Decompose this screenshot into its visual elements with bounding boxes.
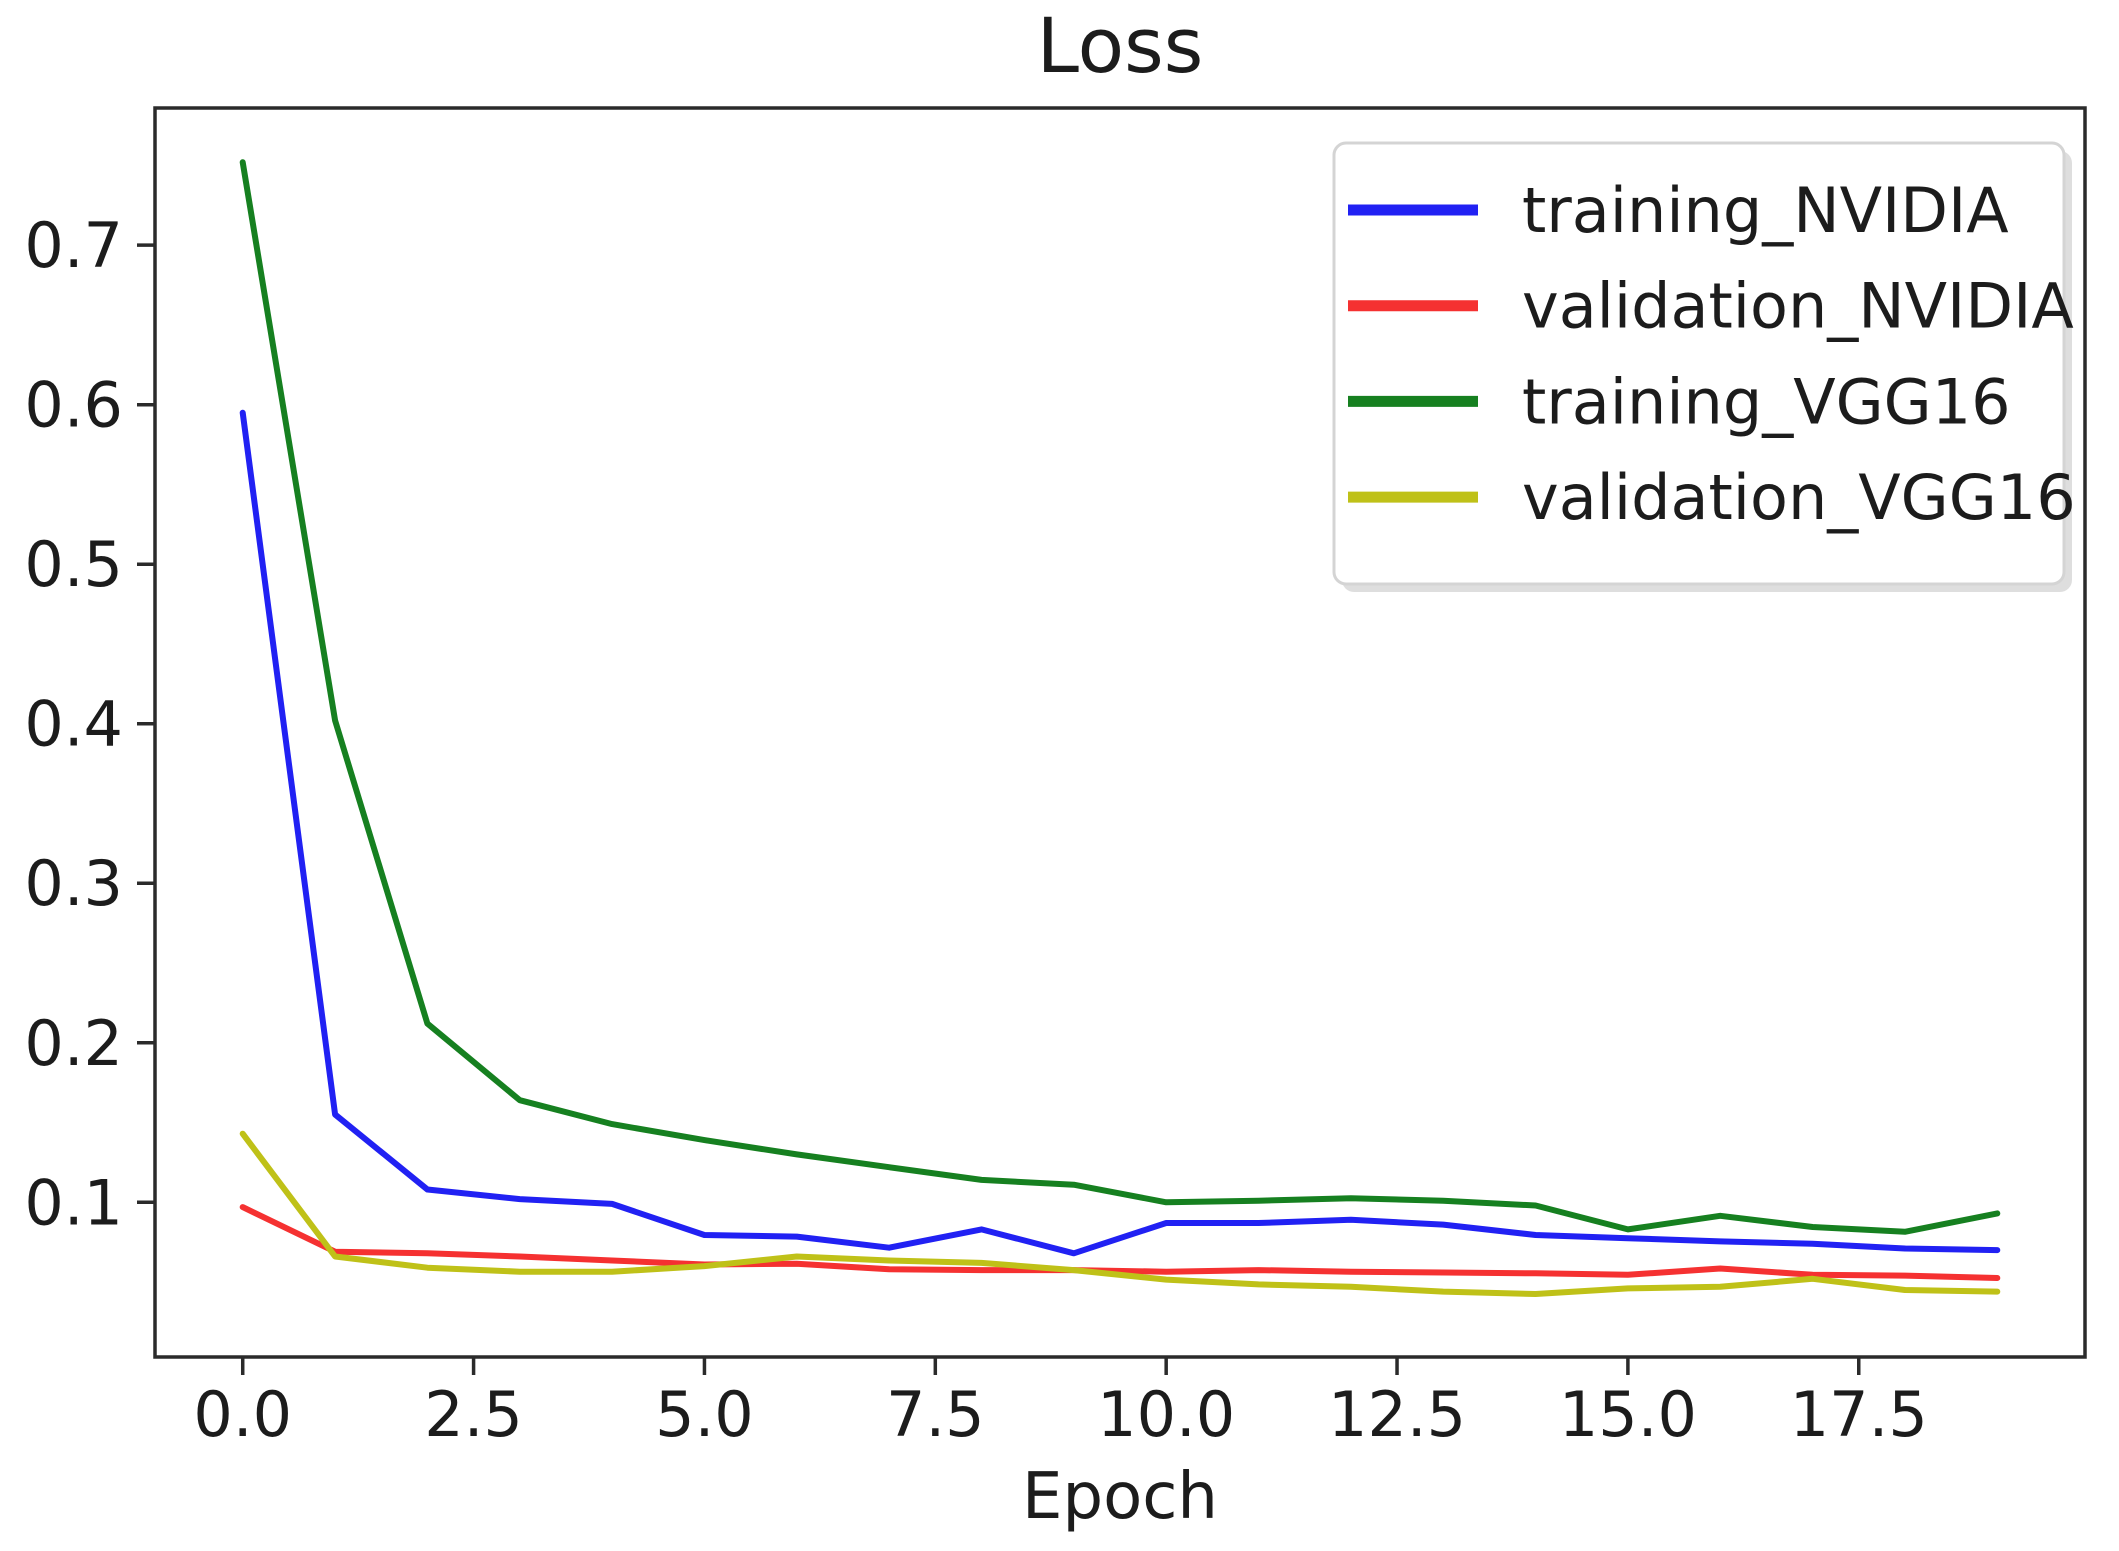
y-tick-label: 0.3 [24, 847, 123, 920]
legend-item-training_NVIDIA: training_NVIDIA [1348, 174, 2009, 247]
series-line-validation_VGG16 [239, 1130, 2001, 1297]
y-tick-label: 0.4 [24, 688, 123, 761]
legend: training_NVIDIA validation_NVIDIA training… [1332, 141, 2076, 592]
x-tick-label: 10.0 [1097, 1378, 1235, 1451]
series-line-training_VGG16 [239, 159, 2001, 1235]
x-tick-label: 2.5 [424, 1378, 523, 1451]
legend-item-validation_NVIDIA: validation_NVIDIA [1348, 270, 2074, 343]
chart-title: Loss [1037, 1, 1204, 90]
y-axis: 0.1 0.2 0.3 0.4 0.5 0.6 0.7 [24, 209, 155, 1239]
x-tick-label: 7.5 [886, 1378, 985, 1451]
x-axis: 0.0 2.5 5.0 7.5 10.0 12.5 15.0 17.5 [193, 1357, 1928, 1451]
legend-label-training_VGG16: training_VGG16 [1522, 365, 2011, 438]
series-line-training_NVIDIA [239, 409, 2001, 1257]
y-tick-label: 0.1 [24, 1166, 123, 1239]
legend-label-training_NVIDIA: training_NVIDIA [1522, 174, 2009, 247]
legend-label-validation_VGG16: validation_VGG16 [1522, 461, 2076, 534]
plot-border [153, 106, 2087, 1359]
y-tick-label: 0.6 [24, 369, 123, 442]
x-tick-label: 17.5 [1790, 1378, 1928, 1451]
legend-item-validation_VGG16: validation_VGG16 [1348, 461, 2076, 534]
x-tick-label: 15.0 [1559, 1378, 1697, 1451]
x-axis-label: Epoch [1022, 1460, 1218, 1534]
y-tick-label: 0.2 [24, 1007, 123, 1080]
legend-label-validation_NVIDIA: validation_NVIDIA [1522, 270, 2074, 343]
y-tick-label: 0.5 [24, 528, 123, 601]
y-tick-label: 0.7 [24, 209, 123, 282]
legend-box [1332, 141, 2066, 586]
x-tick-label: 12.5 [1328, 1378, 1466, 1451]
x-tick-label: 5.0 [655, 1378, 754, 1451]
axes-frame [153, 106, 2087, 1359]
x-tick-label: 0.0 [193, 1378, 292, 1451]
data-series [239, 159, 2001, 1297]
series-line-validation_NVIDIA [239, 1204, 2001, 1281]
legend-item-training_VGG16: training_VGG16 [1348, 365, 2011, 438]
